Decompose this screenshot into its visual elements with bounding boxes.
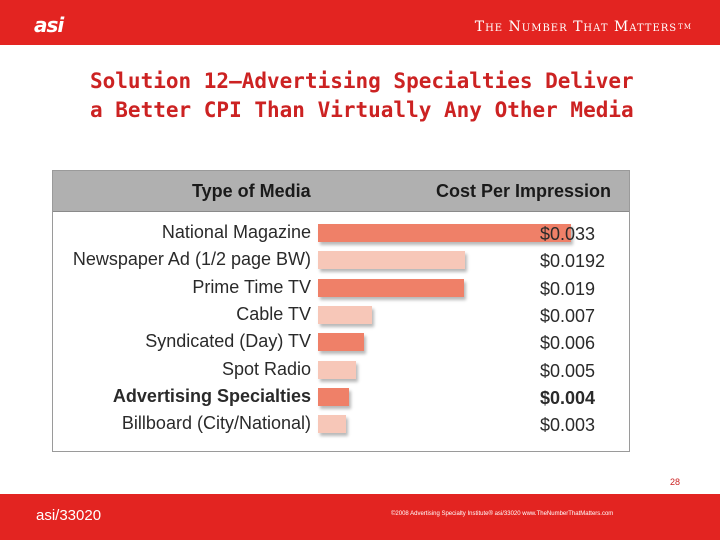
bar — [318, 333, 364, 352]
cpi-chart: Type of Media Cost Per Impression Nation… — [52, 170, 630, 452]
value-label: $0.006 — [540, 333, 596, 354]
bar — [318, 251, 466, 270]
category-label: Advertising Specialties — [112, 385, 311, 406]
slide-title: Solution 12—Advertising Specialties Deli… — [90, 69, 634, 122]
value-label: $0.0192 — [540, 251, 606, 272]
bar — [318, 278, 464, 297]
category-label: Newspaper Ad (1/2 page BW) — [72, 249, 311, 270]
tagline: The Number That MattersTM — [475, 19, 692, 35]
bar — [318, 360, 357, 379]
category-label: National Magazine — [161, 222, 311, 242]
column-header-type: Type of Media — [192, 181, 311, 201]
bar — [318, 224, 571, 242]
top-banner: asi The Number That MattersTM — [0, 0, 720, 45]
bar — [318, 387, 349, 406]
category-label: Prime Time TV — [192, 276, 311, 297]
footer-copyright: ©2008 Advertising Specialty Institute® a… — [391, 511, 614, 517]
value-label: $0.033 — [540, 224, 596, 244]
category-label: Cable TV — [236, 303, 311, 324]
category-label: Spot Radio — [221, 358, 311, 379]
footer-banner: asi/33020 ©2008 Advertising Specialty In… — [0, 494, 720, 540]
page-number: 28 — [670, 477, 681, 487]
value-label: $0.007 — [540, 305, 596, 326]
asi-logo: asi — [34, 13, 64, 37]
value-label: $0.019 — [540, 278, 596, 299]
column-header-cost: Cost Per Impression — [436, 181, 612, 201]
value-label: $0.003 — [540, 415, 596, 436]
trademark-mark: TM — [678, 23, 692, 31]
category-label: Syndicated (Day) TV — [145, 331, 311, 352]
category-label: Billboard (City/National) — [121, 413, 311, 434]
value-label: $0.005 — [540, 360, 596, 381]
value-label: $0.004 — [540, 387, 596, 408]
footer-code: asi/33020 — [36, 507, 102, 524]
bar — [318, 415, 346, 434]
bar — [318, 305, 372, 324]
chart-header: Type of Media Cost Per Impression — [53, 171, 629, 212]
tagline-text: The Number That Matters — [474, 19, 678, 35]
